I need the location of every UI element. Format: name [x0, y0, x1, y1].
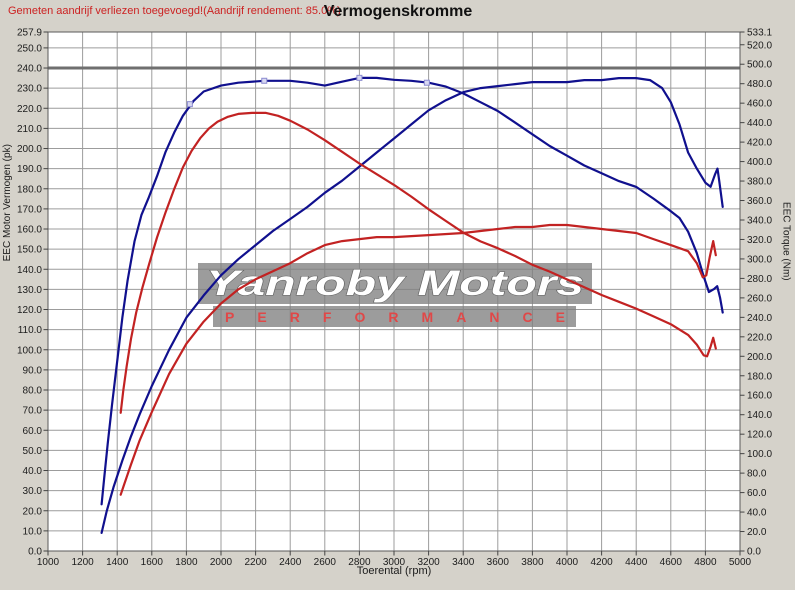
svg-text:180.0: 180.0: [747, 371, 772, 382]
svg-text:5000: 5000: [729, 557, 752, 568]
svg-text:80.0: 80.0: [747, 469, 767, 480]
watermark: Yanroby Motors PERFORMANCE: [198, 263, 592, 327]
svg-text:190.0: 190.0: [17, 164, 42, 175]
svg-text:3800: 3800: [521, 557, 544, 568]
svg-text:400.0: 400.0: [747, 157, 772, 168]
svg-text:110.0: 110.0: [18, 325, 43, 336]
svg-text:2400: 2400: [279, 557, 302, 568]
svg-text:240.0: 240.0: [17, 64, 42, 75]
svg-text:257.9: 257.9: [17, 28, 42, 39]
svg-text:3600: 3600: [487, 557, 510, 568]
svg-text:1600: 1600: [141, 557, 164, 568]
curves-layer: [100, 74, 724, 534]
svg-text:0.0: 0.0: [747, 547, 761, 558]
svg-text:3000: 3000: [383, 557, 406, 568]
left-axis-title: EEC Motor Vermogen (pk): [2, 144, 13, 262]
svg-text:2200: 2200: [244, 557, 267, 568]
svg-text:130.0: 130.0: [17, 285, 42, 296]
svg-text:150.0: 150.0: [17, 245, 42, 256]
svg-text:250.0: 250.0: [17, 43, 42, 54]
svg-text:50.0: 50.0: [23, 446, 43, 457]
svg-text:100.0: 100.0: [747, 449, 772, 460]
svg-text:2600: 2600: [314, 557, 337, 568]
svg-text:4800: 4800: [694, 557, 717, 568]
svg-text:70.0: 70.0: [23, 406, 43, 417]
svg-text:60.0: 60.0: [747, 488, 767, 499]
svg-text:40.0: 40.0: [23, 466, 43, 477]
svg-text:210.0: 210.0: [17, 124, 42, 135]
svg-text:500.0: 500.0: [747, 60, 772, 71]
svg-text:4400: 4400: [625, 557, 648, 568]
svg-text:160.0: 160.0: [747, 391, 772, 402]
svg-text:4600: 4600: [660, 557, 683, 568]
svg-text:4200: 4200: [590, 557, 613, 568]
svg-text:160.0: 160.0: [17, 225, 42, 236]
svg-text:220.0: 220.0: [17, 104, 42, 115]
svg-text:90.0: 90.0: [23, 365, 43, 376]
svg-text:80.0: 80.0: [23, 386, 43, 397]
svg-text:120.0: 120.0: [747, 430, 772, 441]
watermark-band-sub: [213, 306, 576, 327]
svg-text:30.0: 30.0: [23, 486, 43, 497]
svg-text:60.0: 60.0: [23, 426, 43, 437]
axes-frame-layer: 257.9 250.0 240.0 230.0 220.0 210.0 200.0 190.0…: [17, 28, 772, 569]
svg-text:140.0: 140.0: [747, 410, 772, 421]
svg-text:220.0: 220.0: [747, 332, 772, 343]
svg-text:40.0: 40.0: [747, 508, 767, 519]
svg-text:3400: 3400: [452, 557, 475, 568]
svg-text:140.0: 140.0: [17, 265, 42, 276]
svg-text:520.0: 520.0: [747, 40, 772, 51]
svg-text:20.0: 20.0: [23, 506, 43, 517]
svg-text:20.0: 20.0: [747, 527, 767, 538]
svg-text:100.0: 100.0: [17, 345, 42, 356]
svg-text:1800: 1800: [175, 557, 198, 568]
svg-text:200.0: 200.0: [17, 144, 42, 155]
svg-text:480.0: 480.0: [747, 79, 772, 90]
svg-text:300.0: 300.0: [747, 254, 772, 265]
svg-text:4000: 4000: [556, 557, 579, 568]
x-axis-title: Toerental (rpm): [356, 565, 432, 577]
svg-text:360.0: 360.0: [747, 196, 772, 207]
right-axis-title: EEC Torque (Nm): [781, 201, 792, 281]
svg-text:180.0: 180.0: [17, 184, 42, 195]
svg-text:10.0: 10.0: [23, 526, 43, 537]
svg-text:340.0: 340.0: [747, 215, 772, 226]
svg-text:2800: 2800: [348, 557, 371, 568]
measurement-note: Gemeten aandrijf verliezen toegevoegd!(A…: [8, 5, 341, 17]
svg-text:2000: 2000: [210, 557, 233, 568]
svg-text:120.0: 120.0: [17, 305, 42, 316]
svg-text:0.0: 0.0: [28, 547, 42, 558]
watermark-text-main: Yanroby Motors: [206, 264, 584, 303]
svg-text:440.0: 440.0: [747, 118, 772, 129]
svg-text:1400: 1400: [106, 557, 129, 568]
svg-text:260.0: 260.0: [747, 293, 772, 304]
svg-text:280.0: 280.0: [747, 274, 772, 285]
svg-text:3200: 3200: [417, 557, 440, 568]
svg-text:170.0: 170.0: [17, 204, 42, 215]
svg-text:460.0: 460.0: [747, 99, 772, 110]
svg-text:1200: 1200: [71, 557, 94, 568]
watermark-band-main: [198, 263, 592, 304]
svg-text:230.0: 230.0: [17, 84, 42, 95]
svg-text:533.1: 533.1: [747, 28, 772, 39]
svg-text:420.0: 420.0: [747, 138, 772, 149]
page-title: Vermogenskromme: [323, 3, 473, 20]
svg-text:200.0: 200.0: [747, 352, 772, 363]
svg-text:240.0: 240.0: [747, 313, 772, 324]
svg-text:1000: 1000: [37, 557, 60, 568]
svg-text:320.0: 320.0: [747, 235, 772, 246]
svg-text:380.0: 380.0: [747, 177, 772, 188]
